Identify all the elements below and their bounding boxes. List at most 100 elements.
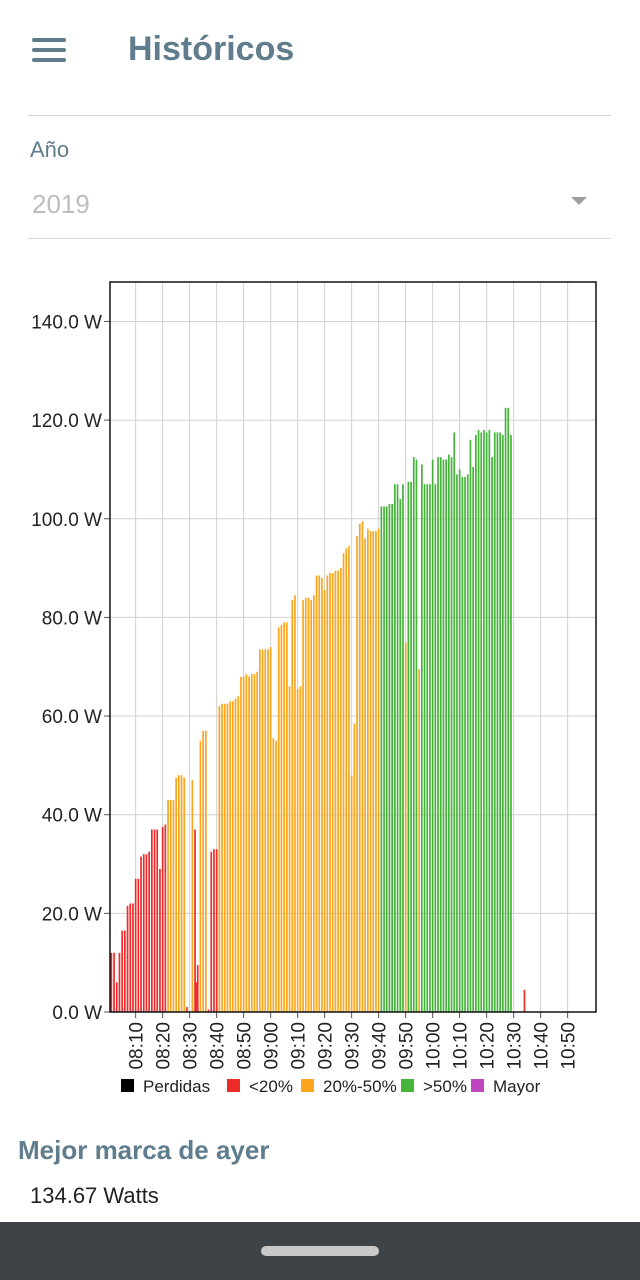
power-chart: 0.0 W 20.0 W 40.0 W 60.0 W 80.0 W 100.0 W 120.… bbox=[31, 281, 597, 1096]
bar--20- bbox=[210, 851, 213, 1012]
bar--50- bbox=[396, 484, 399, 1012]
bar-20-50- bbox=[291, 600, 294, 1012]
x-tick-label: 09:00 bbox=[262, 1022, 283, 1070]
y-tick-label: 140.0 W bbox=[31, 312, 102, 333]
bar-20-50- bbox=[259, 649, 261, 1012]
x-tick-label: 08:50 bbox=[235, 1022, 256, 1070]
y-tick-label: 80.0 W bbox=[42, 608, 102, 629]
bar-20-50- bbox=[364, 538, 366, 1012]
bar--50- bbox=[407, 481, 410, 1012]
bar-20-50- bbox=[269, 647, 272, 1012]
bar--50- bbox=[485, 432, 488, 1012]
legend-label: Mayor bbox=[493, 1077, 541, 1096]
bar-20-50- bbox=[205, 730, 207, 1012]
bar--50- bbox=[483, 429, 485, 1012]
bar-20-50- bbox=[172, 799, 175, 1012]
bar--50- bbox=[429, 484, 431, 1012]
bar--20- bbox=[194, 829, 196, 1012]
bar--20- bbox=[132, 903, 134, 1012]
bar-20-50- bbox=[180, 775, 183, 1012]
bar--50- bbox=[469, 439, 472, 1012]
bar-20-50- bbox=[218, 706, 221, 1012]
legend-swatch bbox=[401, 1079, 414, 1092]
bar--20- bbox=[126, 905, 129, 1012]
bar--50- bbox=[472, 466, 474, 1013]
bar-20-50- bbox=[353, 723, 356, 1012]
bar--50- bbox=[477, 429, 480, 1012]
bar--50- bbox=[423, 484, 426, 1012]
bar-20-50- bbox=[369, 531, 372, 1012]
legend-label: <20% bbox=[249, 1077, 293, 1096]
bar-20-50- bbox=[280, 624, 283, 1012]
bar--20- bbox=[129, 903, 132, 1012]
bar--20- bbox=[124, 930, 126, 1012]
dropdown-caret-icon bbox=[571, 197, 587, 205]
bar-20-50- bbox=[286, 622, 288, 1012]
app-bar: Históricos bbox=[0, 0, 640, 110]
bar-20-50- bbox=[304, 597, 307, 1012]
bar--50- bbox=[434, 484, 437, 1012]
bar-20-50- bbox=[334, 570, 337, 1012]
x-tick-label: 09:10 bbox=[289, 1022, 310, 1070]
bar-20-50- bbox=[404, 642, 407, 1012]
bar--50- bbox=[421, 464, 423, 1012]
x-tick-label: 08:40 bbox=[208, 1022, 229, 1070]
bar--20- bbox=[213, 849, 215, 1012]
bar-20-50- bbox=[288, 686, 291, 1012]
bar-20-50- bbox=[302, 600, 304, 1012]
bar--20- bbox=[523, 989, 526, 1012]
x-tick-label: 09:50 bbox=[397, 1022, 418, 1070]
best-mark-value: 134.67 Watts bbox=[30, 1183, 159, 1208]
bar-20-50- bbox=[169, 799, 172, 1012]
bar-20-50- bbox=[321, 577, 323, 1012]
x-tick-label: 10:50 bbox=[559, 1022, 580, 1070]
bar-20-50- bbox=[283, 622, 285, 1012]
bar-20-50- bbox=[318, 575, 321, 1012]
bar--50- bbox=[475, 434, 477, 1012]
bar-20-50- bbox=[245, 674, 248, 1012]
bar--20- bbox=[164, 824, 167, 1012]
bar--50- bbox=[402, 484, 404, 1012]
bar-20-50- bbox=[191, 780, 194, 1012]
bar--50- bbox=[448, 454, 450, 1012]
y-tick-label: 20.0 W bbox=[42, 904, 102, 925]
bar-20-50- bbox=[307, 597, 310, 1012]
bar--20- bbox=[140, 856, 142, 1012]
bar-20-50- bbox=[367, 528, 369, 1012]
bar--50- bbox=[453, 432, 456, 1012]
bar--20- bbox=[134, 878, 137, 1012]
bar-20-50- bbox=[237, 696, 240, 1012]
bar--50- bbox=[499, 432, 501, 1012]
bar-20-50- bbox=[356, 536, 358, 1012]
bar--20- bbox=[151, 829, 153, 1012]
bar-20-50- bbox=[342, 553, 345, 1012]
bar-20-50- bbox=[377, 528, 380, 1012]
bar--50- bbox=[504, 407, 507, 1012]
bar-20-50- bbox=[315, 575, 318, 1012]
bar--50- bbox=[391, 503, 393, 1012]
bar--50- bbox=[410, 481, 412, 1012]
bar-20-50- bbox=[350, 775, 353, 1012]
x-tick-label: 10:20 bbox=[478, 1022, 499, 1070]
hamburger-menu-icon[interactable] bbox=[32, 38, 68, 64]
home-gesture-pill[interactable] bbox=[261, 1246, 379, 1256]
x-tick-label: 10:30 bbox=[505, 1022, 526, 1070]
bar--20- bbox=[118, 952, 121, 1012]
bar--50- bbox=[445, 459, 447, 1012]
bar--50- bbox=[442, 459, 445, 1012]
legend-swatch bbox=[121, 1079, 134, 1092]
year-dropdown[interactable]: 2019 bbox=[28, 175, 611, 231]
bar--50- bbox=[383, 506, 385, 1012]
bar--50- bbox=[496, 432, 499, 1012]
bar--20- bbox=[156, 829, 159, 1012]
bar--20- bbox=[186, 1007, 188, 1012]
bar-20-50- bbox=[361, 521, 364, 1012]
bar--50- bbox=[380, 506, 383, 1012]
bar--20- bbox=[137, 878, 140, 1012]
bar--20- bbox=[196, 965, 199, 1012]
x-tick-label: 08:10 bbox=[127, 1022, 148, 1070]
page-title: Históricos bbox=[128, 30, 295, 68]
bar-20-50- bbox=[323, 590, 326, 1012]
bar--50- bbox=[388, 503, 391, 1012]
x-tick-label: 09:40 bbox=[370, 1022, 391, 1070]
